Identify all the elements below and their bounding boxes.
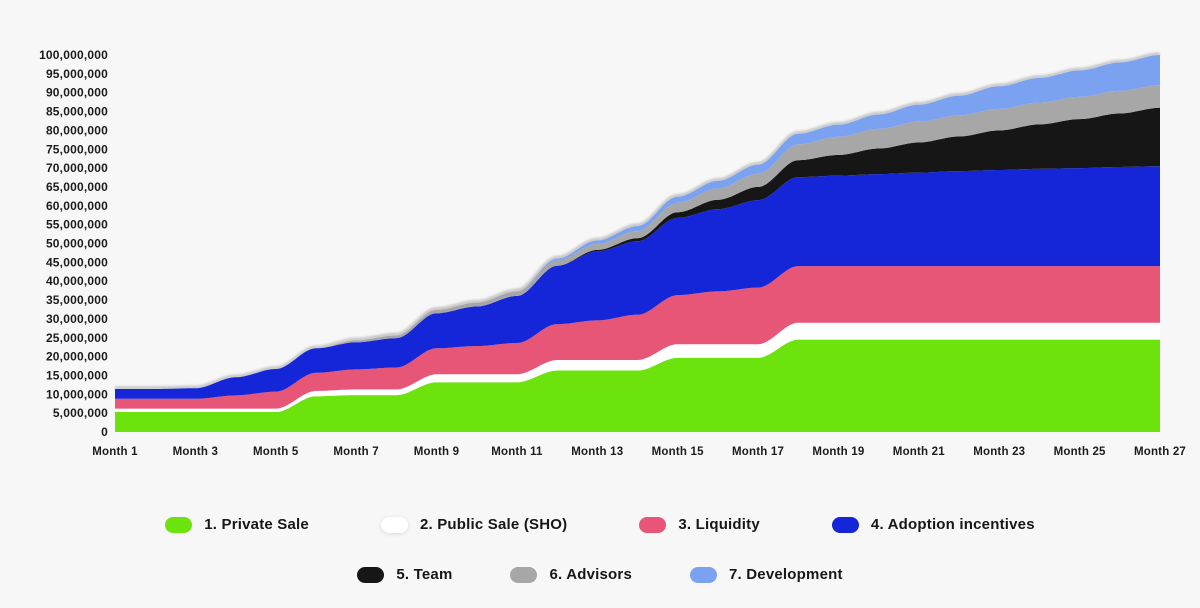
y-axis-tick-label: 0 <box>101 425 108 439</box>
legend-item-adoption-incentives[interactable]: 4. Adoption incentives <box>831 516 1035 533</box>
y-axis-tick-label: 75,000,000 <box>46 142 108 156</box>
x-axis-tick-label: Month 7 <box>333 446 378 458</box>
legend-label-liquidity: 3. Liquidity <box>678 516 760 533</box>
x-axis-tick-label: Month 9 <box>414 446 459 458</box>
advisors-swatch-icon <box>510 566 538 583</box>
x-axis-tick-label: Month 13 <box>571 446 623 458</box>
x-axis-tick-label: Month 1 <box>92 446 138 458</box>
y-axis-tick-label: 95,000,000 <box>46 67 108 81</box>
x-axis-tick-label: Month 17 <box>732 446 784 458</box>
legend-item-development[interactable]: 7. Development <box>690 566 843 583</box>
team-swatch-icon <box>357 566 385 583</box>
y-axis-tick-label: 5,000,000 <box>53 406 108 420</box>
legend-row-2: 5. Team 6. Advisors 7. Development <box>357 566 842 583</box>
y-axis-tick-label: 55,000,000 <box>46 218 108 232</box>
legend-item-private-sale[interactable]: 1. Private Sale <box>165 516 309 533</box>
adoption-incentives-swatch-icon <box>831 516 859 533</box>
y-axis-tick-label: 10,000,000 <box>46 387 108 401</box>
area-band-team <box>115 107 1160 390</box>
x-axis-labels: Month 1 Month 3 Month 5 Month 7 Month 9 Month… <box>92 446 1186 458</box>
y-axis-tick-label: 100,000,000 <box>39 48 108 62</box>
legend-label-adoption-incentives: 4. Adoption incentives <box>870 516 1035 533</box>
x-axis-tick-label: Month 25 <box>1054 446 1106 458</box>
legend-label-team: 5. Team <box>396 566 453 583</box>
stack-top-shadow <box>115 52 1161 390</box>
vesting-stacked-area-chart: 0 5,000,000 10,000,000 15,000,000 20,000,000… <box>39 48 1186 458</box>
legend-item-team[interactable]: 5. Team <box>357 566 452 583</box>
x-axis-tick-label: Month 11 <box>491 446 543 458</box>
y-axis-tick-label: 65,000,000 <box>46 180 108 194</box>
legend-item-liquidity[interactable]: 3. Liquidity <box>639 516 760 533</box>
area-band-development <box>115 55 1160 389</box>
y-axis-tick-label: 70,000,000 <box>46 161 108 175</box>
x-axis-tick-label: Month 27 <box>1134 446 1186 458</box>
y-axis-tick-label: 50,000,000 <box>46 237 108 251</box>
y-axis-tick-label: 60,000,000 <box>46 199 108 213</box>
y-axis-tick-label: 80,000,000 <box>46 123 108 137</box>
x-axis-tick-label: Month 15 <box>652 446 704 458</box>
y-axis-tick-label: 25,000,000 <box>46 331 108 345</box>
x-axis-tick-label: Month 21 <box>893 446 945 458</box>
private-sale-swatch-icon <box>165 516 193 533</box>
development-swatch-icon <box>690 566 717 583</box>
legend-row-1: 1. Private Sale 2. Public Sale (SHO) 3. Li… <box>165 516 1035 533</box>
x-axis-tick-label: Month 19 <box>812 446 864 458</box>
legend-item-public-sale-sho[interactable]: 2. Public Sale (SHO) <box>380 516 568 533</box>
x-axis-tick-label: Month 3 <box>173 446 218 458</box>
legend-item-advisors[interactable]: 6. Advisors <box>510 566 632 583</box>
y-axis-tick-label: 40,000,000 <box>46 274 108 288</box>
y-axis-tick-label: 85,000,000 <box>46 105 108 119</box>
area-bands <box>115 55 1160 432</box>
area-band-public-sale-sho <box>115 322 1160 412</box>
area-band-advisors <box>115 85 1160 389</box>
y-axis-tick-label: 15,000,000 <box>46 368 108 382</box>
y-axis-tick-label: 90,000,000 <box>46 86 108 100</box>
liquidity-swatch-icon <box>639 516 667 533</box>
chart-legend: 1. Private Sale 2. Public Sale (SHO) 3. Li… <box>0 516 1200 583</box>
y-axis-tick-label: 20,000,000 <box>46 350 108 364</box>
area-band-private-sale <box>115 339 1160 432</box>
public-sale-sho-swatch-icon <box>380 516 408 533</box>
y-axis-tick-label: 45,000,000 <box>46 255 108 269</box>
area-band-liquidity <box>115 266 1160 409</box>
legend-label-advisors: 6. Advisors <box>549 566 632 583</box>
x-axis-tick-label: Month 23 <box>973 446 1025 458</box>
area-band-adoption-incentives <box>115 166 1160 399</box>
legend-label-public-sale-sho: 2. Public Sale (SHO) <box>419 516 568 533</box>
stack-top-shadow-line <box>115 52 1161 390</box>
legend-label-development: 7. Development <box>729 566 843 583</box>
legend-label-private-sale: 1. Private Sale <box>204 516 309 533</box>
y-axis-labels: 0 5,000,000 10,000,000 15,000,000 20,000,000… <box>39 48 108 439</box>
y-axis-tick-label: 35,000,000 <box>46 293 108 307</box>
x-axis-tick-label: Month 5 <box>253 446 299 458</box>
y-axis-tick-label: 30,000,000 <box>46 312 108 326</box>
